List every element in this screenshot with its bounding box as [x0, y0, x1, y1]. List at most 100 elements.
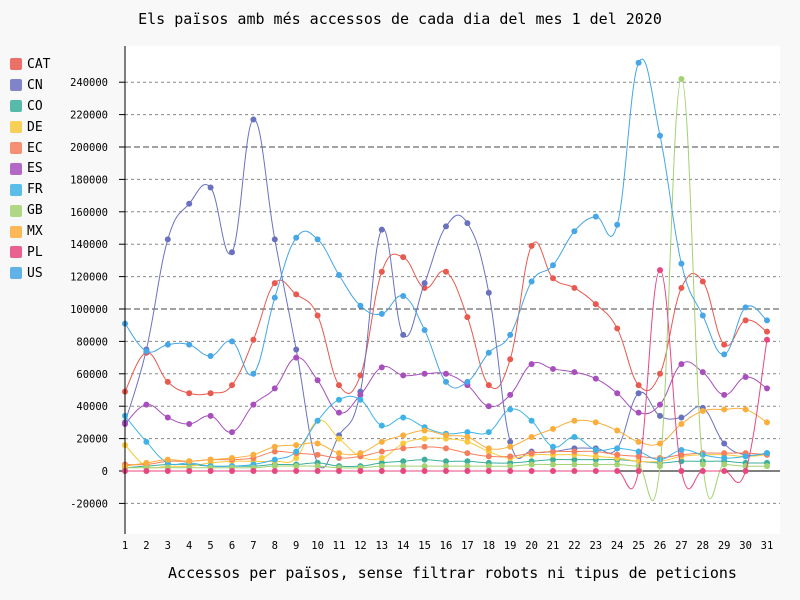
data-point-pl: [592, 468, 599, 474]
legend-item-pl[interactable]: PL: [10, 242, 50, 263]
x-axis-label: Accessos per països, sense filtrar robot…: [168, 564, 737, 582]
data-point-pl: [678, 468, 685, 474]
data-point-ec: [336, 455, 342, 462]
data-point-pl: [485, 468, 492, 474]
data-point-co: [571, 456, 578, 463]
x-tick-label: 2: [143, 540, 149, 552]
data-point-es: [678, 361, 685, 368]
data-point-fr: [528, 417, 535, 424]
data-point-us: [699, 312, 706, 319]
legend-label: ES: [27, 161, 43, 177]
legend-item-ec[interactable]: EC: [10, 138, 50, 159]
data-point-pl: [421, 468, 428, 474]
data-point-us: [507, 331, 514, 338]
data-point-cn: [507, 438, 514, 445]
data-point-cn: [250, 116, 257, 123]
data-point-pl: [635, 468, 642, 474]
x-tick-label: 31: [761, 540, 774, 552]
data-point-mx: [699, 408, 706, 415]
data-point-pl: [400, 468, 407, 474]
data-point-cat: [592, 301, 599, 308]
data-point-mx: [357, 450, 364, 457]
y-tick-label: 100000: [70, 304, 108, 316]
data-point-pl: [721, 468, 728, 474]
x-tick-label: 11: [333, 540, 346, 552]
data-point-fr: [571, 433, 578, 440]
data-point-fr: [485, 429, 492, 436]
legend-item-mx[interactable]: MX: [10, 221, 50, 242]
data-point-pl: [164, 468, 171, 474]
x-tick-label: 23: [589, 540, 602, 552]
data-point-cn: [485, 289, 492, 296]
legend-item-us[interactable]: US: [10, 263, 50, 284]
data-point-cn: [186, 200, 193, 207]
data-point-cat: [678, 284, 685, 291]
legend-swatch: [10, 142, 22, 154]
data-point-es: [699, 369, 706, 376]
data-point-mx: [614, 427, 621, 434]
data-point-pl: [186, 468, 193, 474]
legend-label: CO: [27, 98, 43, 114]
data-point-cn: [164, 236, 171, 243]
x-tick-label: 27: [675, 540, 688, 552]
y-tick-label: 40000: [76, 401, 108, 413]
data-point-cn: [443, 223, 449, 230]
x-axis-ticks: 1 2 3 4 5 6 7 8 9 10 11 12 13 14 15 16 17 18 19 20 21 22 23 24 2…: [122, 540, 773, 552]
data-point-us: [528, 278, 535, 285]
data-point-pl: [143, 468, 150, 474]
legend-item-co[interactable]: CO: [10, 96, 50, 117]
data-point-es: [550, 365, 556, 372]
x-tick-label: 14: [397, 540, 410, 552]
data-point-co: [421, 456, 428, 463]
x-tick-label: 20: [525, 540, 538, 552]
legend-swatch: [10, 225, 22, 238]
data-point-pl: [742, 468, 749, 474]
y-axis-ticks: -20000 0 20000 40000 60000 80000 100000 120000 1…: [70, 77, 108, 510]
x-tick-label: 22: [568, 540, 581, 552]
data-point-mx: [336, 450, 342, 457]
legend-item-gb[interactable]: GB: [10, 200, 50, 221]
data-point-cat: [378, 268, 385, 275]
data-point-us: [421, 327, 428, 334]
data-point-cn: [657, 412, 663, 419]
legend-item-cat[interactable]: CAT: [10, 54, 50, 75]
data-point-cat: [186, 390, 193, 397]
x-tick-label: 26: [654, 540, 667, 552]
data-point-us: [742, 304, 749, 311]
legend-item-de[interactable]: DE: [10, 117, 50, 138]
data-point-cat: [357, 372, 364, 379]
data-point-us: [314, 236, 321, 243]
legend-item-cn[interactable]: CN: [10, 75, 50, 96]
x-tick-label: 19: [504, 540, 517, 552]
legend-swatch: [10, 183, 22, 196]
data-point-pl: [357, 468, 364, 474]
data-point-co: [550, 456, 556, 463]
legend-item-es[interactable]: ES: [10, 158, 50, 179]
data-point-cat: [507, 356, 514, 363]
data-point-pl: [293, 468, 300, 474]
data-point-mx: [314, 440, 321, 447]
data-point-es: [164, 414, 171, 421]
data-point-ec: [314, 451, 321, 458]
data-point-mx: [635, 438, 642, 445]
x-tick-label: 9: [293, 540, 299, 552]
data-point-mx: [207, 456, 214, 463]
data-point-fr: [721, 455, 728, 462]
data-point-es: [485, 403, 492, 410]
legend-label: EC: [27, 140, 43, 156]
x-tick-label: 13: [375, 540, 388, 552]
data-point-mx: [485, 445, 492, 452]
data-point-es: [400, 372, 407, 379]
data-point-es: [635, 409, 642, 416]
legend-item-fr[interactable]: FR: [10, 179, 50, 200]
legend: CAT CN CO DE EC ES FR GB MX PL US: [10, 54, 50, 284]
data-point-mx: [657, 440, 663, 447]
data-point-es: [571, 369, 578, 376]
data-point-ec: [721, 450, 728, 457]
data-point-cat: [764, 328, 770, 335]
data-point-mx: [186, 458, 193, 465]
legend-swatch: [10, 79, 22, 92]
data-point-cat: [250, 336, 257, 343]
data-point-gb: [293, 463, 300, 470]
legend-label: MX: [27, 224, 43, 240]
